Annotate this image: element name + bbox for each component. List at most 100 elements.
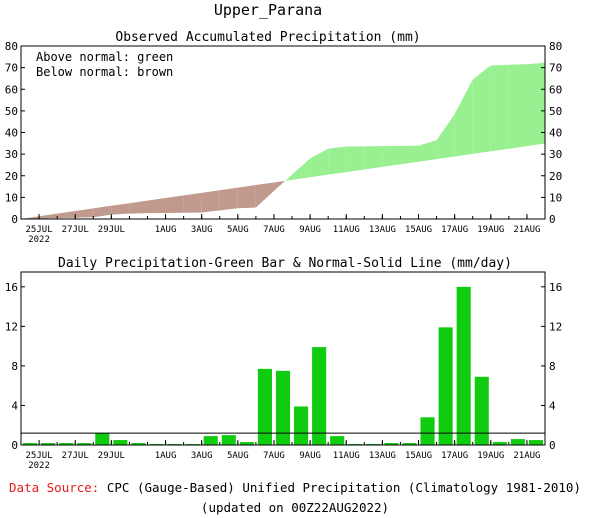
below-normal-area [57, 211, 76, 219]
legend-note-below: Below normal: brown [36, 65, 173, 79]
daily-precip-bar [41, 443, 56, 445]
y-tick-label: 30 [549, 148, 562, 161]
x-tick-label: 19AUG [477, 451, 504, 461]
above-normal-area [526, 62, 545, 147]
y-tick-label: 80 [5, 40, 18, 53]
above-normal-area [382, 145, 401, 167]
y-tick-label: 0 [11, 213, 18, 226]
x-tick-label: 25JUL [26, 225, 53, 235]
y-tick-label: 16 [549, 281, 562, 294]
x-tick-label: 5AUG [227, 225, 249, 235]
below-normal-area [111, 203, 130, 215]
x-tick-label: 21AUG [513, 225, 540, 235]
daily-chart-title: Daily Precipitation-Green Bar & Normal-S… [58, 256, 512, 271]
daily-precip-bar [22, 443, 38, 445]
updated-note: (updated on 00Z22AUG2022) [200, 500, 390, 515]
daily-precip-bar [420, 417, 435, 445]
x-tick-label: 13AUG [369, 225, 396, 235]
y-tick-label: 8 [549, 360, 556, 373]
daily-precip-bar [294, 406, 309, 445]
data-source-line: Data Source: CPC (Gauge-Based) Unified P… [0, 480, 590, 495]
x-tick-label: 29JUL [98, 451, 125, 461]
above-normal-area [490, 64, 509, 152]
y-tick-label: 70 [5, 62, 18, 75]
y-tick-label: 4 [11, 399, 18, 412]
above-normal-area [454, 79, 473, 157]
daily-precip-bar [113, 440, 128, 445]
legend-note-above: Above normal: green [36, 50, 173, 64]
y-tick-label: 12 [549, 320, 562, 333]
below-normal-area [129, 200, 148, 214]
daily-precip-bar [221, 435, 236, 445]
above-normal-area [328, 146, 347, 175]
below-normal-area [201, 190, 220, 213]
daily-precip-bar [59, 443, 74, 445]
above-normal-area [364, 146, 383, 170]
daily-precip-bar [257, 368, 272, 445]
below-normal-area [39, 213, 58, 219]
above-normal-area [285, 174, 293, 181]
daily-precip-bar [312, 347, 327, 445]
above-normal-area [292, 158, 311, 180]
above-normal-area [400, 145, 419, 165]
y-tick-label: 50 [5, 105, 18, 118]
daily-precip-bar [384, 443, 399, 445]
x-tick-year-label: 2022 [28, 235, 50, 245]
accumulated-chart: Observed Accumulated Precipitation (mm) … [5, 30, 563, 245]
x-tick-label: 13AUG [369, 451, 396, 461]
y-tick-label: 10 [5, 191, 18, 204]
daily-chart: Daily Precipitation-Green Bar & Normal-S… [5, 256, 563, 471]
x-tick-label: 7AUG [263, 225, 285, 235]
y-tick-label: 20 [5, 170, 18, 183]
x-tick-label: 15AUG [405, 451, 432, 461]
y-tick-label: 70 [549, 62, 562, 75]
y-tick-label: 60 [5, 83, 18, 96]
accumulated-chart-marks [21, 62, 545, 219]
x-tick-label: 17AUG [441, 225, 468, 235]
x-tick-label: 11AUG [333, 225, 360, 235]
below-normal-area [147, 198, 166, 214]
daily-precip-bar [510, 439, 525, 445]
below-normal-area [237, 185, 256, 209]
daily-precip-bar [77, 443, 92, 445]
daily-precip-bar [528, 440, 544, 445]
daily-precip-bar [95, 433, 110, 445]
above-normal-area [436, 114, 455, 160]
y-tick-label: 40 [5, 127, 18, 140]
x-tick-label: 3AUG [191, 451, 213, 461]
x-tick-label: 7AUG [263, 451, 285, 461]
daily-precip-bar [438, 327, 453, 445]
y-tick-label: 10 [549, 191, 562, 204]
y-tick-label: 40 [549, 127, 562, 140]
daily-chart-marks [21, 286, 545, 445]
y-tick-label: 0 [11, 439, 18, 452]
below-normal-area [273, 180, 286, 191]
x-tick-year-label: 2022 [28, 461, 50, 471]
x-tick-label: 21AUG [513, 451, 540, 461]
daily-precip-bar [275, 370, 291, 445]
daily-precip-bar [492, 442, 507, 445]
y-tick-label: 12 [5, 320, 18, 333]
x-tick-label: 5AUG [227, 451, 249, 461]
below-normal-area [93, 205, 112, 218]
daily-chart-frame [20, 271, 546, 446]
above-normal-area [310, 148, 329, 178]
daily-precip-bar [456, 286, 471, 445]
data-source-text: CPC (Gauge-Based) Unified Precipitation … [106, 480, 581, 495]
y-tick-label: 50 [549, 105, 562, 118]
y-tick-label: 30 [5, 148, 18, 161]
daily-precip-bar [402, 443, 417, 445]
x-tick-label: 3AUG [191, 225, 213, 235]
below-normal-area [75, 208, 94, 218]
y-tick-label: 0 [549, 213, 556, 226]
data-source-label: Data Source: [9, 480, 100, 495]
daily-precip-bar [474, 376, 489, 445]
y-tick-label: 4 [549, 399, 556, 412]
above-normal-area [418, 140, 437, 162]
x-tick-label: 29JUL [98, 225, 125, 235]
daily-precip-bar [131, 443, 146, 445]
above-normal-area [346, 146, 365, 173]
y-tick-label: 16 [5, 281, 18, 294]
